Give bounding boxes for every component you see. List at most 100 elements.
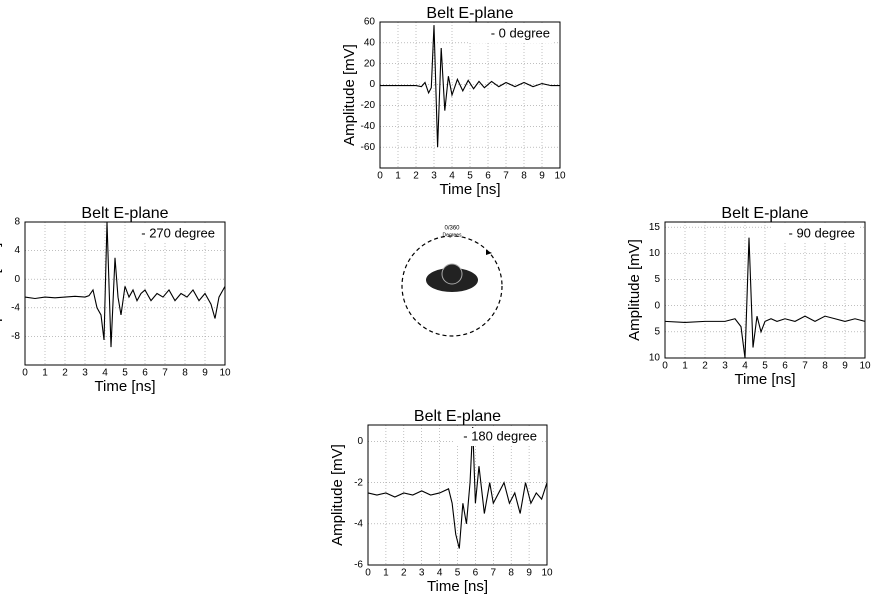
x-axis-label: Time [ns] (439, 181, 500, 198)
x-tick-label: 4 (742, 361, 748, 372)
x-tick-label: 4 (102, 368, 108, 379)
x-tick-label: 2 (702, 361, 708, 372)
x-axis-label: Time [ns] (427, 578, 488, 594)
y-tick-label: 5 (654, 274, 660, 285)
annotation-bg (773, 225, 859, 243)
x-tick-label: 10 (554, 171, 566, 182)
x-tick-label: 9 (526, 568, 532, 579)
x-tick-label: 7 (503, 171, 509, 182)
x-tick-label: 7 (802, 361, 808, 372)
x-tick-label: 4 (437, 568, 443, 579)
x-tick-label: 1 (42, 368, 48, 379)
y-tick-label: -8 (11, 331, 20, 342)
x-tick-label: 5 (122, 368, 128, 379)
x-tick-label: 6 (473, 568, 479, 579)
y-tick-label: 0 (14, 274, 20, 285)
x-tick-label: 4 (449, 171, 455, 182)
chart-panel: 0 1 2 3 4 5 6 7 8 9 10 0 -2 -4 -6 Belt E-plane - 180 deg… (329, 408, 553, 594)
x-axis-label: Time [ns] (734, 371, 795, 388)
x-tick-label: 0 (22, 368, 28, 379)
annotation-bg (133, 225, 219, 243)
unit-label: Degrees (443, 232, 462, 238)
y-tick-label: 15 (649, 222, 661, 233)
orientation-diagram: 0/360 Degrees (401, 226, 503, 337)
waveform (380, 25, 560, 148)
x-tick-label: 7 (491, 568, 497, 579)
x-tick-label: 9 (842, 361, 848, 372)
x-tick-label: 8 (508, 568, 514, 579)
y-tick-label: -2 (354, 477, 363, 488)
chart-panel: 0 1 2 3 4 5 6 7 8 9 10 60 40 20 0 -20 -40 -60 Belt E-plane… (341, 5, 566, 198)
x-tick-label: 3 (419, 568, 425, 579)
y-tick-label: -60 (361, 142, 376, 153)
annotation-bg (455, 428, 541, 446)
y-tick-label: 8 (14, 217, 20, 228)
x-axis-label: Time [ns] (94, 378, 155, 395)
x-tick-label: 8 (182, 368, 188, 379)
y-axis-label: Amplitude [mV] (626, 239, 643, 341)
x-tick-label: 0 (662, 361, 668, 372)
annotation: - 180 degree (463, 428, 537, 443)
x-tick-label: 5 (762, 361, 768, 372)
x-tick-label: 8 (822, 361, 828, 372)
x-tick-label: 8 (521, 171, 527, 182)
x-tick-label: 0 (377, 171, 383, 182)
x-tick-label: 2 (401, 568, 407, 579)
y-tick-label: -40 (361, 121, 376, 132)
y-tick-label: 10 (649, 248, 661, 259)
y-tick-label: 60 (364, 17, 376, 28)
annotation: - 90 degree (789, 225, 856, 240)
x-tick-label: 3 (722, 361, 728, 372)
y-tick-label: 40 (364, 37, 376, 48)
waveform (24, 221, 226, 348)
chart-title: Belt E-plane (414, 408, 501, 425)
y-axis-label: Amplitude [mV] (341, 44, 358, 146)
head-shape (441, 263, 463, 285)
x-tick-label: 10 (859, 361, 871, 372)
y-axis-label: Amplitude [mV] (329, 444, 346, 546)
x-tick-label: 3 (431, 171, 437, 182)
x-tick-label: 9 (202, 368, 208, 379)
y-tick-label: -4 (354, 518, 363, 529)
rotation-arrow (486, 250, 492, 255)
x-tick-label: 1 (395, 171, 401, 182)
x-tick-label: 6 (485, 171, 491, 182)
x-tick-label: 2 (413, 171, 419, 182)
x-tick-label: 6 (782, 361, 788, 372)
annotation: - 270 degree (141, 225, 215, 240)
y-tick-label: 20 (364, 58, 376, 69)
x-tick-label: 5 (455, 568, 461, 579)
x-tick-label: 1 (682, 361, 688, 372)
chart-title: Belt E-plane (81, 205, 168, 222)
plot-frame (379, 21, 561, 169)
y-tick-label: 0 (654, 300, 660, 311)
chart-title: Belt E-plane (426, 5, 513, 22)
y-axis-label: Amplitude [mV] (0, 243, 3, 345)
plot-frame (664, 221, 866, 359)
plot-frame (24, 221, 226, 366)
y-tick-label: 10 (649, 353, 661, 364)
annotation-bg (468, 25, 554, 43)
y-tick-label: -20 (361, 100, 376, 111)
x-tick-label: 10 (219, 368, 231, 379)
angle-label: 0/360 (444, 226, 460, 232)
waveform (367, 427, 548, 549)
rotation-circle (401, 235, 503, 337)
y-tick-label: 5 (654, 326, 660, 337)
y-tick-label: 4 (14, 245, 20, 256)
x-tick-label: 10 (541, 568, 553, 579)
chart-panel: 0 1 2 3 4 5 6 7 8 9 10 8 4 0 -4 -8 Belt E-plane - 270 deg… (0, 205, 231, 395)
annotation: - 0 degree (491, 25, 550, 40)
plot-frame (367, 424, 548, 566)
x-tick-label: 3 (82, 368, 88, 379)
y-tick-label: -6 (354, 560, 363, 571)
waveform (664, 237, 866, 359)
x-tick-label: 1 (383, 568, 389, 579)
y-tick-label: -4 (11, 302, 20, 313)
x-tick-label: 0 (365, 568, 371, 579)
x-tick-label: 6 (142, 368, 148, 379)
x-tick-label: 5 (467, 171, 473, 182)
chart-panel: 0 1 2 3 4 5 6 7 8 9 10 15 10 5 0 5 10 Belt E-plane - 90 de… (626, 205, 871, 388)
x-tick-label: 2 (62, 368, 68, 379)
